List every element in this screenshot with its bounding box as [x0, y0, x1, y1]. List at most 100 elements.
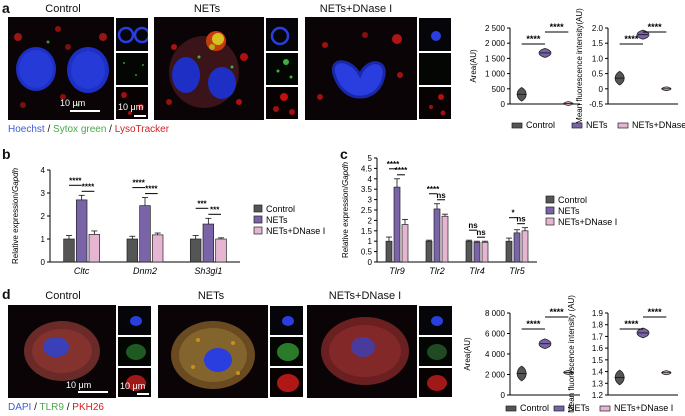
y-tick-label: 8 000: [485, 309, 506, 318]
legend-label: NETs+DNase I: [614, 403, 673, 413]
bar-nets: [393, 186, 401, 263]
category-label: Tlr4: [469, 266, 485, 276]
thumb-scale-label: 10 μm: [118, 102, 144, 112]
y-tick-label: 1.5: [592, 356, 604, 365]
y-axis-label: Mean fluorescence intensity (AU): [567, 295, 576, 413]
y-axis-label: Mean fluorescence intensity(AU): [575, 8, 584, 124]
y-tick-label: 2 000: [485, 39, 506, 48]
thumb-d-dnase-red: [418, 367, 453, 398]
category-label: Sh3gl1: [194, 266, 222, 276]
legend-label: NETs+DNase I: [558, 217, 617, 227]
y-tick-label: 1.6: [592, 344, 604, 353]
stain-hoechst: Hoechst: [8, 124, 45, 135]
bar-netsdnasei: [401, 224, 409, 263]
panel-a-title-control: Control: [45, 3, 81, 15]
y-tick-label: 3: [41, 189, 46, 198]
category-label: Tlr9: [389, 266, 405, 276]
thumb-d-dnase-blue: [418, 305, 453, 336]
legend-label: NETs+DNase I: [632, 120, 685, 130]
y-tick-label: 1.4: [592, 368, 604, 377]
thumb-a-nets-green: [265, 52, 299, 86]
y-axis-label: Relative expression/Gapdh: [11, 167, 20, 264]
micrograph-a-dnase: [305, 17, 417, 120]
bar-netsdnasei: [521, 230, 529, 263]
micrograph-a-control: 10 μm: [8, 17, 114, 120]
significance-label: ****: [648, 307, 663, 317]
stain-separator: /: [31, 402, 40, 413]
y-tick-label: 0: [368, 258, 373, 267]
y-tick-label: 1: [41, 235, 46, 244]
y-tick-label: 2.0: [592, 24, 604, 33]
legend-swatch: [553, 405, 565, 412]
bar-nets: [139, 205, 151, 263]
significance-label: ****: [624, 319, 639, 329]
thumb-d-control-green: [117, 336, 152, 367]
stain-separator: /: [63, 402, 73, 413]
y-tick-label: 6 000: [485, 330, 506, 339]
bar-netsdnasei: [215, 238, 227, 263]
category-label: Cltc: [74, 266, 90, 276]
thumb-d-control-red: 10 μm: [117, 367, 152, 398]
thumb-d-nets-red: [269, 367, 304, 398]
thumb-a-dnase-green: [418, 52, 452, 86]
significance-label: ***: [210, 205, 220, 214]
y-tick-label: 4: [368, 175, 373, 184]
thumb-a-nets-red: [265, 86, 299, 120]
scale-bar-label: 10 μm: [60, 98, 86, 108]
micrograph-d-nets: [158, 305, 268, 398]
stain-tlr9: TLR9: [39, 402, 64, 413]
bar-nets: [473, 241, 481, 263]
y-tick-label: 0.5: [361, 248, 373, 257]
legend-swatch: [253, 204, 263, 213]
thumb-d-nets-blue: [269, 305, 304, 336]
thumb-d-dnase-green: [418, 336, 453, 367]
y-tick-label: 2: [41, 212, 46, 221]
significance-label: ****: [132, 179, 145, 188]
y-axis-label: Area(AU): [469, 49, 478, 83]
bar-nets: [75, 199, 88, 263]
panel-d-title-nets: NETs: [197, 290, 225, 302]
legend-label: NETs: [266, 215, 288, 225]
significance-label: ****: [526, 319, 541, 329]
significance-label: ****: [624, 34, 639, 44]
stain-legend-a: Hoechst / Sytox green / LysoTracker: [8, 124, 169, 135]
y-tick-label: 0: [501, 100, 506, 109]
bar-nets: [433, 208, 441, 263]
category-label: Tlr5: [509, 266, 525, 276]
legend-swatch: [599, 405, 611, 412]
stain-separator: /: [44, 124, 54, 135]
bar-control: [465, 240, 473, 263]
legend-swatch: [511, 122, 523, 129]
legend-label: NETs: [568, 403, 590, 413]
y-tick-label: 4.5: [361, 164, 373, 173]
bar-control: [189, 238, 202, 263]
significance-label: ***: [197, 199, 207, 208]
y-tick-label: 2 000: [485, 371, 506, 380]
scale-bar-label: 10 μm: [66, 380, 92, 390]
bar-control: [63, 238, 75, 263]
y-tick-label: 1: [368, 237, 373, 246]
significance-label: *: [511, 209, 515, 218]
significance-label: ****: [395, 166, 408, 175]
y-tick-label: 0: [599, 85, 604, 94]
y-tick-label: 3.5: [361, 185, 373, 194]
bar-control: [385, 240, 393, 263]
bar-netsdnasei: [481, 241, 489, 263]
thumb-a-dnase-red: [418, 86, 452, 120]
legend-swatch: [253, 215, 263, 224]
y-axis-label: Area(AU): [463, 337, 472, 371]
y-tick-label: 500: [492, 85, 506, 94]
significance-label: ns: [516, 215, 526, 224]
legend-label: Control: [526, 120, 555, 130]
thumb-a-control-green: [115, 52, 149, 86]
panel-a-label: a: [2, 0, 10, 16]
significance-label: ****: [69, 176, 82, 185]
panel-d-title-dnase: NETs+DNase I: [328, 290, 402, 302]
legend-label: Control: [558, 195, 587, 205]
thumb-scale-label: 10 μm: [120, 381, 146, 391]
thumb-d-control-blue: [117, 305, 152, 336]
significance-label: ****: [387, 160, 400, 169]
legend-label: NETs+DNase I: [266, 226, 325, 236]
y-tick-label: 1.3: [592, 379, 604, 388]
